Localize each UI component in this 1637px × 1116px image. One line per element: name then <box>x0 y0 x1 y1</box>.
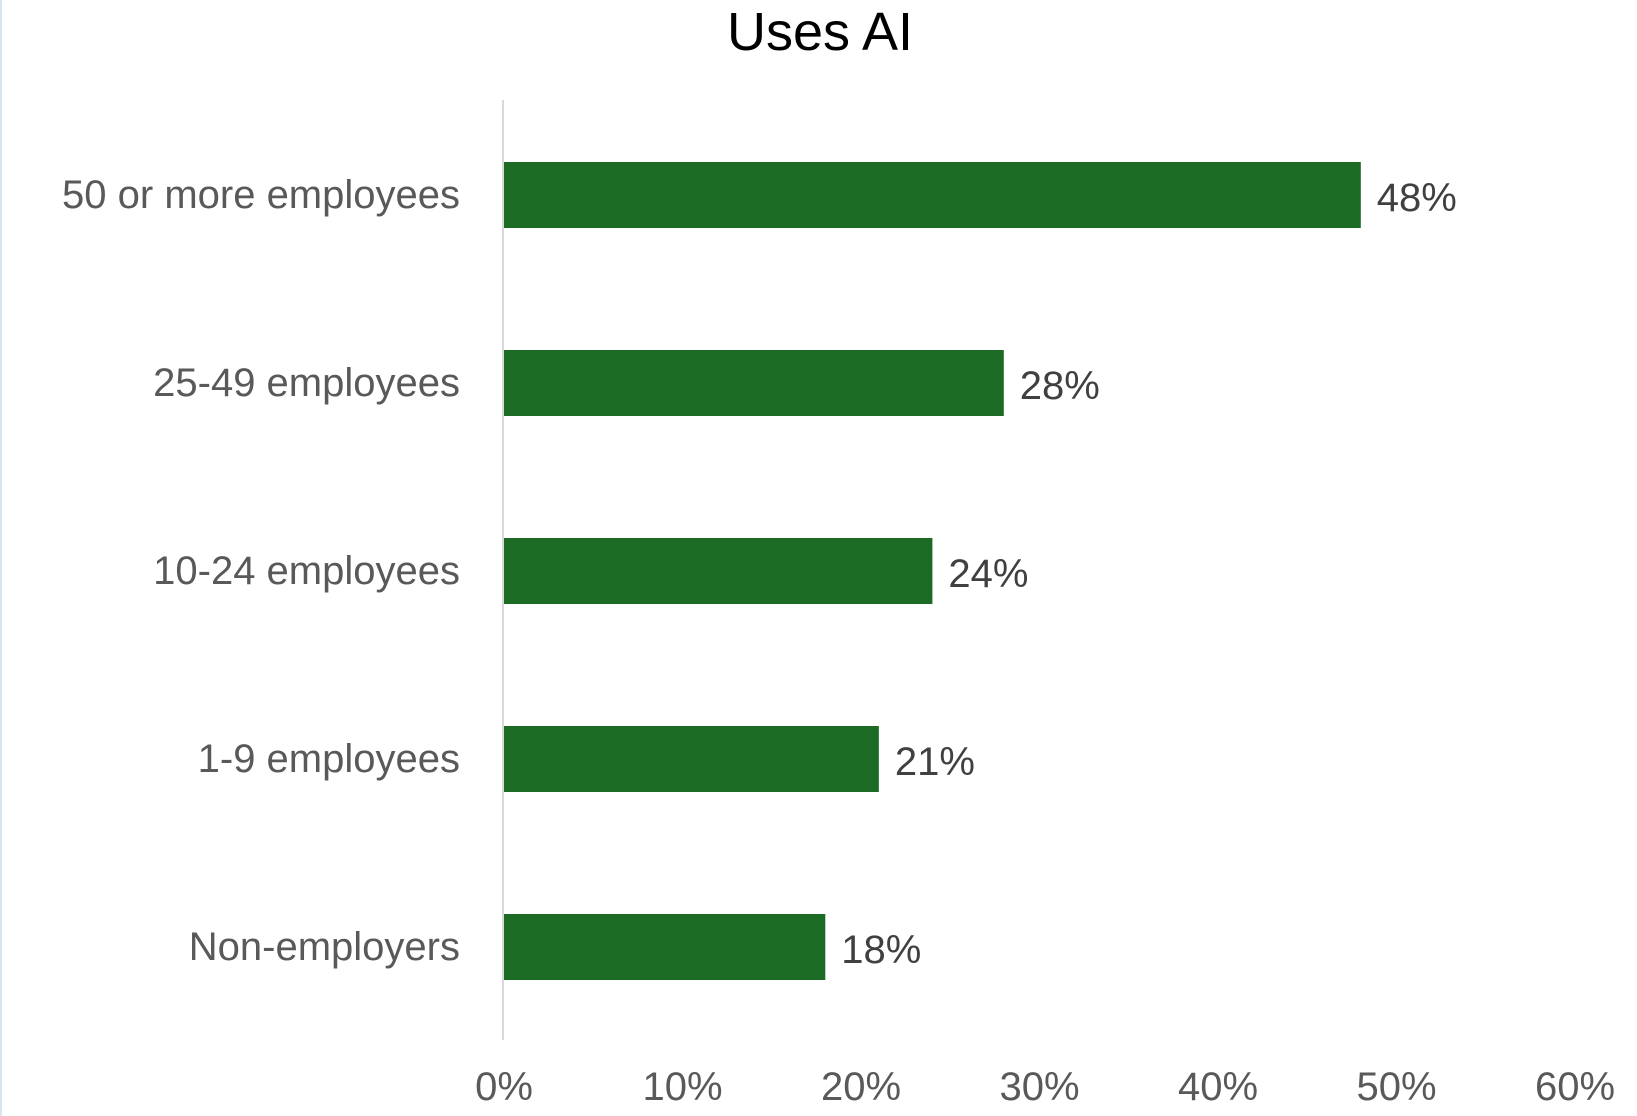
category-label: 25-49 employees <box>153 361 460 405</box>
bar <box>504 350 1004 416</box>
category-label: Non-employers <box>189 925 460 969</box>
category-label: 10-24 employees <box>153 549 460 593</box>
bars-group <box>504 162 1361 980</box>
data-label: 48% <box>1377 176 1457 220</box>
x-tick-label: 0% <box>475 1065 533 1109</box>
left-border <box>0 0 2 1116</box>
category-label: 1-9 employees <box>198 737 460 781</box>
value-labels-group: 48% 28% 24% 21% 18% <box>841 176 1457 972</box>
chart-title: Uses AI <box>727 2 913 62</box>
bar <box>504 914 826 980</box>
x-tick-labels-group: 0% 10% 20% 30% 40% 50% 60% <box>475 1065 1615 1109</box>
data-label: 24% <box>948 552 1028 596</box>
bar <box>504 538 933 604</box>
data-label: 18% <box>841 928 921 972</box>
x-tick-label: 60% <box>1535 1065 1615 1109</box>
category-labels-group: 50 or more employees 25-49 employees 10-24… <box>62 173 460 969</box>
category-label: 50 or more employees <box>62 173 460 217</box>
x-tick-label: 50% <box>1356 1065 1436 1109</box>
data-label: 28% <box>1020 364 1100 408</box>
x-tick-label: 40% <box>1178 1065 1258 1109</box>
bar <box>504 726 879 792</box>
bar <box>504 162 1361 228</box>
data-label: 21% <box>895 740 975 784</box>
x-tick-label: 20% <box>821 1065 901 1109</box>
x-tick-label: 10% <box>642 1065 722 1109</box>
x-tick-label: 30% <box>999 1065 1079 1109</box>
